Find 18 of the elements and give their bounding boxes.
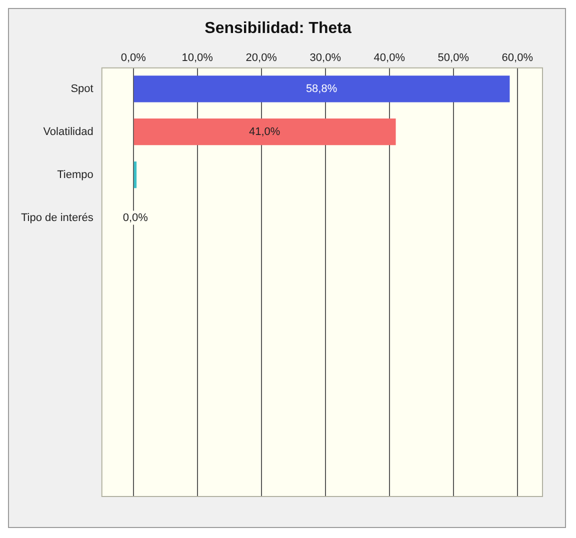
- y-tick-label: Tipo de interés: [20, 212, 94, 224]
- x-tick-label: 0,0%: [120, 52, 146, 64]
- y-tick-label: Volatilidad: [43, 126, 94, 138]
- data-label: 58,8%: [306, 82, 338, 95]
- data-label: 0,0%: [122, 212, 148, 224]
- x-tick-label: 50,0%: [438, 52, 470, 64]
- y-tick-label: Tiempo: [57, 168, 94, 181]
- x-tick-label: 20,0%: [246, 52, 278, 64]
- y-tick-label: Spot: [70, 82, 94, 95]
- bar: [134, 161, 137, 188]
- bar: [134, 118, 396, 146]
- x-tick-label: 10,0%: [182, 52, 214, 64]
- chart-title: Sensibilidad: Theta: [204, 20, 352, 38]
- x-tick-label: 40,0%: [374, 52, 406, 64]
- bar: [134, 76, 510, 102]
- data-label: 41,0%: [248, 126, 280, 138]
- x-tick-label: 30,0%: [310, 52, 342, 64]
- x-tick-label: 60,0%: [502, 52, 534, 64]
